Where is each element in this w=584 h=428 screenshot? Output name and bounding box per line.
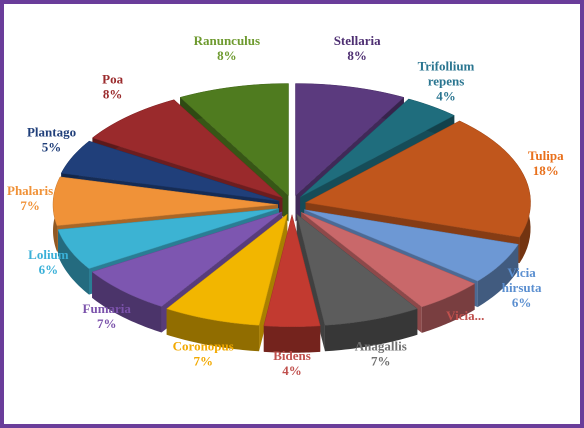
value-label: 7% [194,354,214,369]
label-line: Fumaria [83,301,132,316]
slice-top [91,211,283,307]
slice-label: Fumaria [83,301,132,316]
slice-top [91,99,283,199]
slice-top [301,212,476,308]
slice-side [166,308,260,352]
label-line: Anagallis [355,339,407,354]
slice-label: Phalaris [7,183,53,198]
slice-label: Coronopus [173,339,234,354]
slice-label: Tulipa [528,148,564,163]
slice-side [477,244,519,308]
slice-side [92,271,162,333]
label-line: Lolium [28,247,69,262]
value-label: 8% [103,86,123,101]
label-line: Coronopus [173,339,234,354]
slice-top [179,83,289,197]
label-line: Vicia... [446,308,484,323]
pie [52,83,531,353]
label-line: Vicia [507,265,536,280]
value-label: 4% [282,363,302,378]
slice-label: Anagallis [355,339,407,354]
slice-side [263,325,321,353]
slice-side [57,229,90,295]
slice-side [421,283,475,333]
slice-top [300,98,455,198]
label-line: Tulipa [528,148,564,163]
slice-label: Ranunculus [194,33,260,48]
slice-top [57,208,280,269]
value-label: 4% [436,89,456,104]
slice-top [166,213,288,326]
slice-label: Vicia... [446,308,484,323]
slice-label: Bidens [273,348,311,363]
slice [296,213,418,352]
label-line: Stellaria [334,33,381,48]
slice-top [295,83,405,197]
slice-top [304,120,531,238]
slice-side [324,308,418,352]
slice-label: Poa [102,71,123,86]
label-line: Poa [102,71,123,86]
value-label: 8% [347,48,367,63]
value-label: 7% [371,354,391,369]
slice-label: Lolium [28,247,69,262]
label-line: repens [428,74,465,89]
slice-top [52,176,279,226]
slice-label: Vicia hirsuta [502,265,542,295]
value-label: 5% [42,139,62,154]
slice-label: Plantago [27,124,76,139]
slice-label: Stellaria [334,33,381,48]
slice-top [60,140,280,202]
slice-top [304,209,519,282]
slice-label: Trifollium repens [418,59,475,89]
value-label: 7% [97,316,117,331]
value-label: 8% [217,48,237,63]
label-line: Ranunculus [194,33,260,48]
slice-top [296,213,418,326]
value-label: 7% [20,198,40,213]
value-label: 18% [533,163,559,178]
slice [263,214,321,353]
label-line: Plantago [27,124,76,139]
label-line: Trifollium [418,59,475,74]
value-label: 6% [512,295,532,310]
label-line: Phalaris [7,183,53,198]
label-line: hirsuta [502,280,542,295]
label-line: Bidens [273,348,311,363]
value-label: 6% [39,262,59,277]
slice-top [263,214,321,328]
